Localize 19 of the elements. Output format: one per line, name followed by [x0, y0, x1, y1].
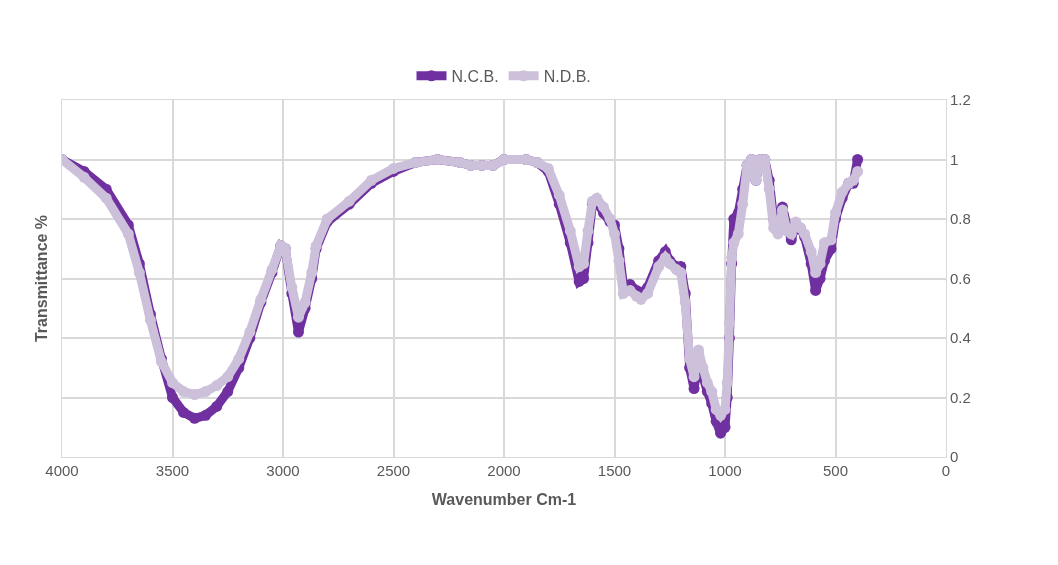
- legend-label: N.D.B.: [543, 68, 591, 85]
- x-tick-label: 500: [822, 462, 849, 479]
- y-tick-label: 0: [950, 448, 959, 466]
- y-tick-label: 0.4: [950, 329, 971, 347]
- x-tick-label: 2500: [376, 462, 411, 479]
- x-axis-title: Wavenumber Cm-1: [431, 490, 577, 508]
- x-tick-label: 3000: [266, 462, 300, 479]
- x-tick-label: 1000: [708, 462, 742, 479]
- y-tick-label: 1: [950, 150, 959, 168]
- y-tick-label: 0.6: [950, 269, 971, 287]
- y-axis-title: Transmittance %: [33, 214, 51, 343]
- x-tick-label: 3500: [155, 462, 190, 479]
- legend-label: N.C.B.: [451, 68, 499, 85]
- x-tick-label: 2000: [487, 462, 521, 479]
- y-tick-label: 1.2: [950, 91, 971, 109]
- x-tick-label: 4000: [45, 462, 79, 479]
- y-tick-label: 0.2: [950, 388, 971, 406]
- x-tick-label: 1500: [597, 462, 632, 479]
- y-tick-label: 0.8: [950, 210, 971, 228]
